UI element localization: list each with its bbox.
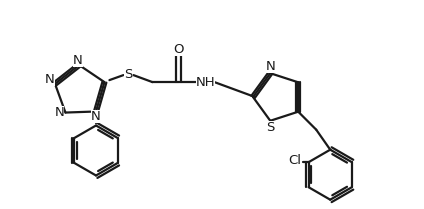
Text: N: N bbox=[265, 60, 275, 73]
Text: N: N bbox=[45, 73, 55, 86]
Text: N: N bbox=[55, 106, 64, 119]
Text: N: N bbox=[73, 54, 83, 66]
Text: S: S bbox=[266, 121, 274, 134]
Text: Cl: Cl bbox=[288, 154, 301, 167]
Text: N: N bbox=[91, 110, 101, 123]
Text: NH: NH bbox=[195, 76, 215, 89]
Text: S: S bbox=[124, 68, 133, 81]
Text: O: O bbox=[173, 43, 184, 56]
